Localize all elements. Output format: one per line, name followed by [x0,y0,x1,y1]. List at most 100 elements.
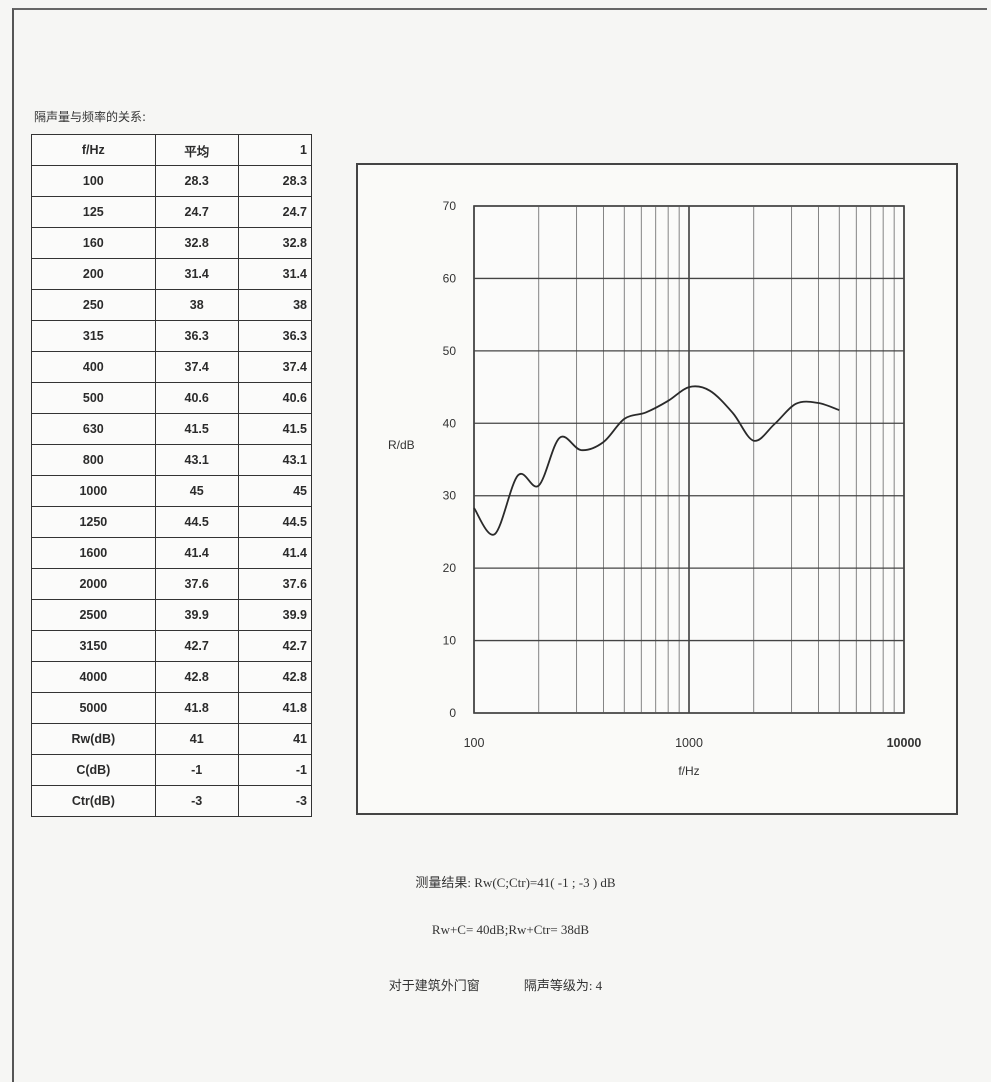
sound-insulation-table: f/Hz 平均 1 100 28.3 28.3 125 24.7 24.7 160 32.8 32.8… [31,134,313,817]
table-row-cell-2: 41.5 [154,413,239,445]
table-row-cell-2: 45 [154,475,239,507]
series-line [473,385,840,536]
table-row-cell-2: 24.7 [154,196,239,228]
table-row-cell-3: 38 [237,289,313,321]
table-row-cell-3: 41.5 [237,413,313,445]
table-header-row: f/Hz 平均 1 [31,134,313,166]
table-row-cell-1: 1600 [31,537,156,569]
table-row-cell-1: 315 [31,320,156,352]
x-axis-label: f/Hz [678,764,699,778]
table-row-cell-2: 40.6 [154,382,239,414]
result-line-3: 对于建筑外门窗 隔声等级为: 4 [0,975,991,994]
table-title: 隔声量与频率的关系: [34,110,147,124]
table-row-cell-3: 28.3 [237,165,313,197]
table-row-cell-3: 24.7 [237,196,313,228]
table-row-cell-3: 31.4 [237,258,313,290]
table-row-cell-1: 630 [31,413,156,445]
table-row-cell-1: 4000 [31,661,156,693]
table-row: 1250 44.5 44.5 [31,506,313,538]
table-header-row-cell-3: 1 [237,134,313,166]
table-row-cell-3: -3 [237,785,313,817]
table-row-cell-3: 37.6 [237,568,313,600]
table-row-cell-2: 44.5 [154,506,239,538]
table-row-cell-3: 32.8 [237,227,313,259]
table-row-cell-3: -1 [237,754,313,786]
y-tick-label: 30 [443,489,457,503]
table-row-cell-1: 1000 [31,475,156,507]
document-sheet [12,8,987,1082]
x-tick-label: 100 [464,736,485,750]
x-tick-label: 10000 [887,736,922,750]
y-axis-label: R/dB [388,438,415,452]
y-tick-label: 60 [443,271,457,285]
table-row-cell-3: 41.4 [237,537,313,569]
table-row-cell-3: 45 [237,475,313,507]
table-row-cell-3: 40.6 [237,382,313,414]
table-row-cell-1: 800 [31,444,156,476]
x-tick-label: 1000 [675,736,703,750]
table-row: 250 38 38 [31,289,313,321]
table-row-cell-1: 2500 [31,599,156,631]
y-tick-label: 40 [443,416,457,430]
table-row: 2000 37.6 37.6 [31,568,313,600]
table-row-cell-1: 250 [31,289,156,321]
table-row-cell-2: 39.9 [154,599,239,631]
y-tick-label: 10 [443,634,457,648]
table-row-cell-3: 42.7 [237,630,313,662]
table-row-cell-2: -1 [154,754,239,786]
y-tick-label: 70 [443,199,457,213]
table-row-cell-2: 38 [154,289,239,321]
table-row-cell-2: 41.4 [154,537,239,569]
table-row-cell-2: 28.3 [154,165,239,197]
table-row: 3150 42.7 42.7 [31,630,313,662]
table-row: 100 28.3 28.3 [31,165,313,197]
chart-frame: 0 10 20 30 40 50 60 70 100 1000 10000 R/dB f/Hz [356,163,958,815]
table-row-cell-1: 3150 [31,630,156,662]
table-row-cell-3: 43.1 [237,444,313,476]
table-row-cell-2: 36.3 [154,320,239,352]
table-row-cell-1: 200 [31,258,156,290]
table-row-cell-2: 37.6 [154,568,239,600]
table-row-cell-3: 36.3 [237,320,313,352]
result-line-1: 测量结果: Rw(C;Ctr)=41( -1 ; -3 ) dB [415,875,616,890]
table-row-cell-1: 500 [31,382,156,414]
table-row-cell-1: 5000 [31,692,156,724]
table-header-row-cell-1: f/Hz [31,134,156,166]
table-row: 315 36.3 36.3 [31,320,313,352]
table-row: 500 40.6 40.6 [31,382,313,414]
table-row: 1000 45 45 [31,475,313,507]
table-row-cell-1: 160 [31,227,156,259]
table-row-cell-2: 42.8 [154,661,239,693]
table-row-cell-2: 37.4 [154,351,239,383]
table-row: Rw(dB) 41 41 [31,723,313,755]
table-row-cell-2: 32.8 [154,227,239,259]
table-row: 5000 41.8 41.8 [31,692,313,724]
table-row: 800 43.1 43.1 [31,444,313,476]
y-tick-label: 0 [449,706,456,720]
table-row-cell-3: 44.5 [237,506,313,538]
table-row-cell-3: 39.9 [237,599,313,631]
table-row: 160 32.8 32.8 [31,227,313,259]
table-row-cell-1: 400 [31,351,156,383]
table-row: 125 24.7 24.7 [31,196,313,228]
table-row-cell-3: 37.4 [237,351,313,383]
table-header-row-cell-2: 平均 [154,134,239,166]
table-row-cell-1: 100 [31,165,156,197]
table-row-cell-3: 41 [237,723,313,755]
table-row: 200 31.4 31.4 [31,258,313,290]
table-row-cell-1: 125 [31,196,156,228]
table-row: 2500 39.9 39.9 [31,599,313,631]
table-row: 400 37.4 37.4 [31,351,313,383]
table-row-cell-2: 31.4 [154,258,239,290]
result-line-2: Rw+C= 40dB;Rw+Ctr= 38dB [431,922,590,937]
table-row-cell-2: 43.1 [154,444,239,476]
table-row-cell-1: 1250 [31,506,156,538]
y-tick-label: 20 [443,561,457,575]
table-row-cell-1: Rw(dB) [31,723,156,755]
table-row-cell-1: Ctr(dB) [31,785,156,817]
table-row: C(dB) -1 -1 [31,754,313,786]
table-row: 630 41.5 41.5 [31,413,313,445]
table-row-cell-2: 42.7 [154,630,239,662]
table-row-cell-2: -3 [154,785,239,817]
sound-reduction-chart: 0 10 20 30 40 50 60 70 100 1000 10000 R/dB f/Hz [388,199,922,778]
